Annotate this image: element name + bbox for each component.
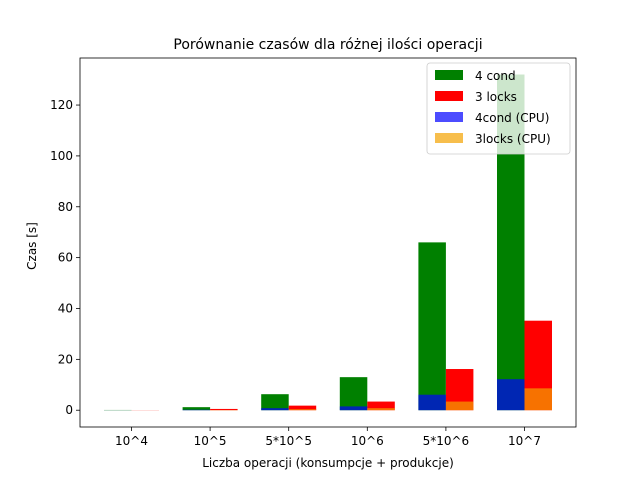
bar-4cond-cpu--3	[339, 406, 368, 411]
legend-label: 4 cond	[475, 69, 516, 83]
bar-3-locks-3	[367, 401, 395, 411]
legend-swatch	[435, 70, 463, 80]
legend: 4 cond 3 locks 4cond (CPU) 3locks (CPU)	[426, 62, 571, 155]
plot-frame	[79, 57, 577, 428]
legend-swatch	[435, 133, 463, 143]
bar-4-cond-4	[418, 242, 446, 411]
bar-4-cond-3	[339, 377, 368, 411]
legend-label: 4cond (CPU)	[475, 111, 549, 125]
y-axis-label: Czas [s]	[25, 222, 39, 270]
chart-title: Porównanie czasów dla różnej ilości oper…	[173, 37, 482, 53]
y-tick-label: 60	[58, 251, 73, 265]
bar-4cond-cpu--5	[497, 379, 525, 411]
y-tick-label: 40	[58, 301, 73, 315]
bar-4cond-cpu--2	[261, 408, 289, 411]
y-tick-label: 80	[58, 200, 73, 214]
bar-4cond-cpu--1	[182, 409, 211, 411]
bar-3locks-cpu--5	[524, 388, 552, 411]
y-tick-label: 100	[50, 149, 73, 163]
bar-4-cond-1	[182, 407, 211, 411]
y-tick-label: 20	[58, 352, 73, 366]
y-tick-label: 0	[65, 403, 73, 417]
bar-4-cond-2	[261, 394, 289, 411]
axes-layer	[79, 57, 577, 428]
legend-swatch	[435, 91, 463, 101]
x-tick-label: 5*10^6	[423, 434, 470, 448]
x-tick-label: 10^6	[351, 434, 384, 448]
legend-label: 3 locks	[475, 90, 517, 104]
x-ticks: 10^4 10^5 5*10^5 10^6 5*10^6 10^7	[115, 427, 541, 448]
x-axis-label: Liczba operacji (konsumpcje + produkcje)	[202, 456, 454, 470]
y-ticks: 0 20 40 60 80 100 120	[50, 98, 80, 417]
legend-box	[426, 62, 571, 155]
bar-3-locks-2	[288, 405, 317, 411]
x-tick-label: 5*10^5	[265, 434, 312, 448]
x-tick-label: 10^4	[115, 434, 148, 448]
bar-3locks-cpu--3	[367, 408, 395, 411]
legend-label: 3locks (CPU)	[475, 132, 551, 146]
bar-3locks-cpu--4	[445, 401, 474, 411]
legend-swatch	[435, 112, 463, 122]
bar-3locks-cpu--2	[288, 409, 317, 411]
y-tick-label: 120	[50, 98, 73, 112]
x-tick-label: 10^7	[508, 434, 541, 448]
bar-4cond-cpu--4	[418, 394, 446, 411]
bar-3-locks-1	[210, 408, 238, 411]
x-tick-label: 10^5	[194, 434, 227, 448]
